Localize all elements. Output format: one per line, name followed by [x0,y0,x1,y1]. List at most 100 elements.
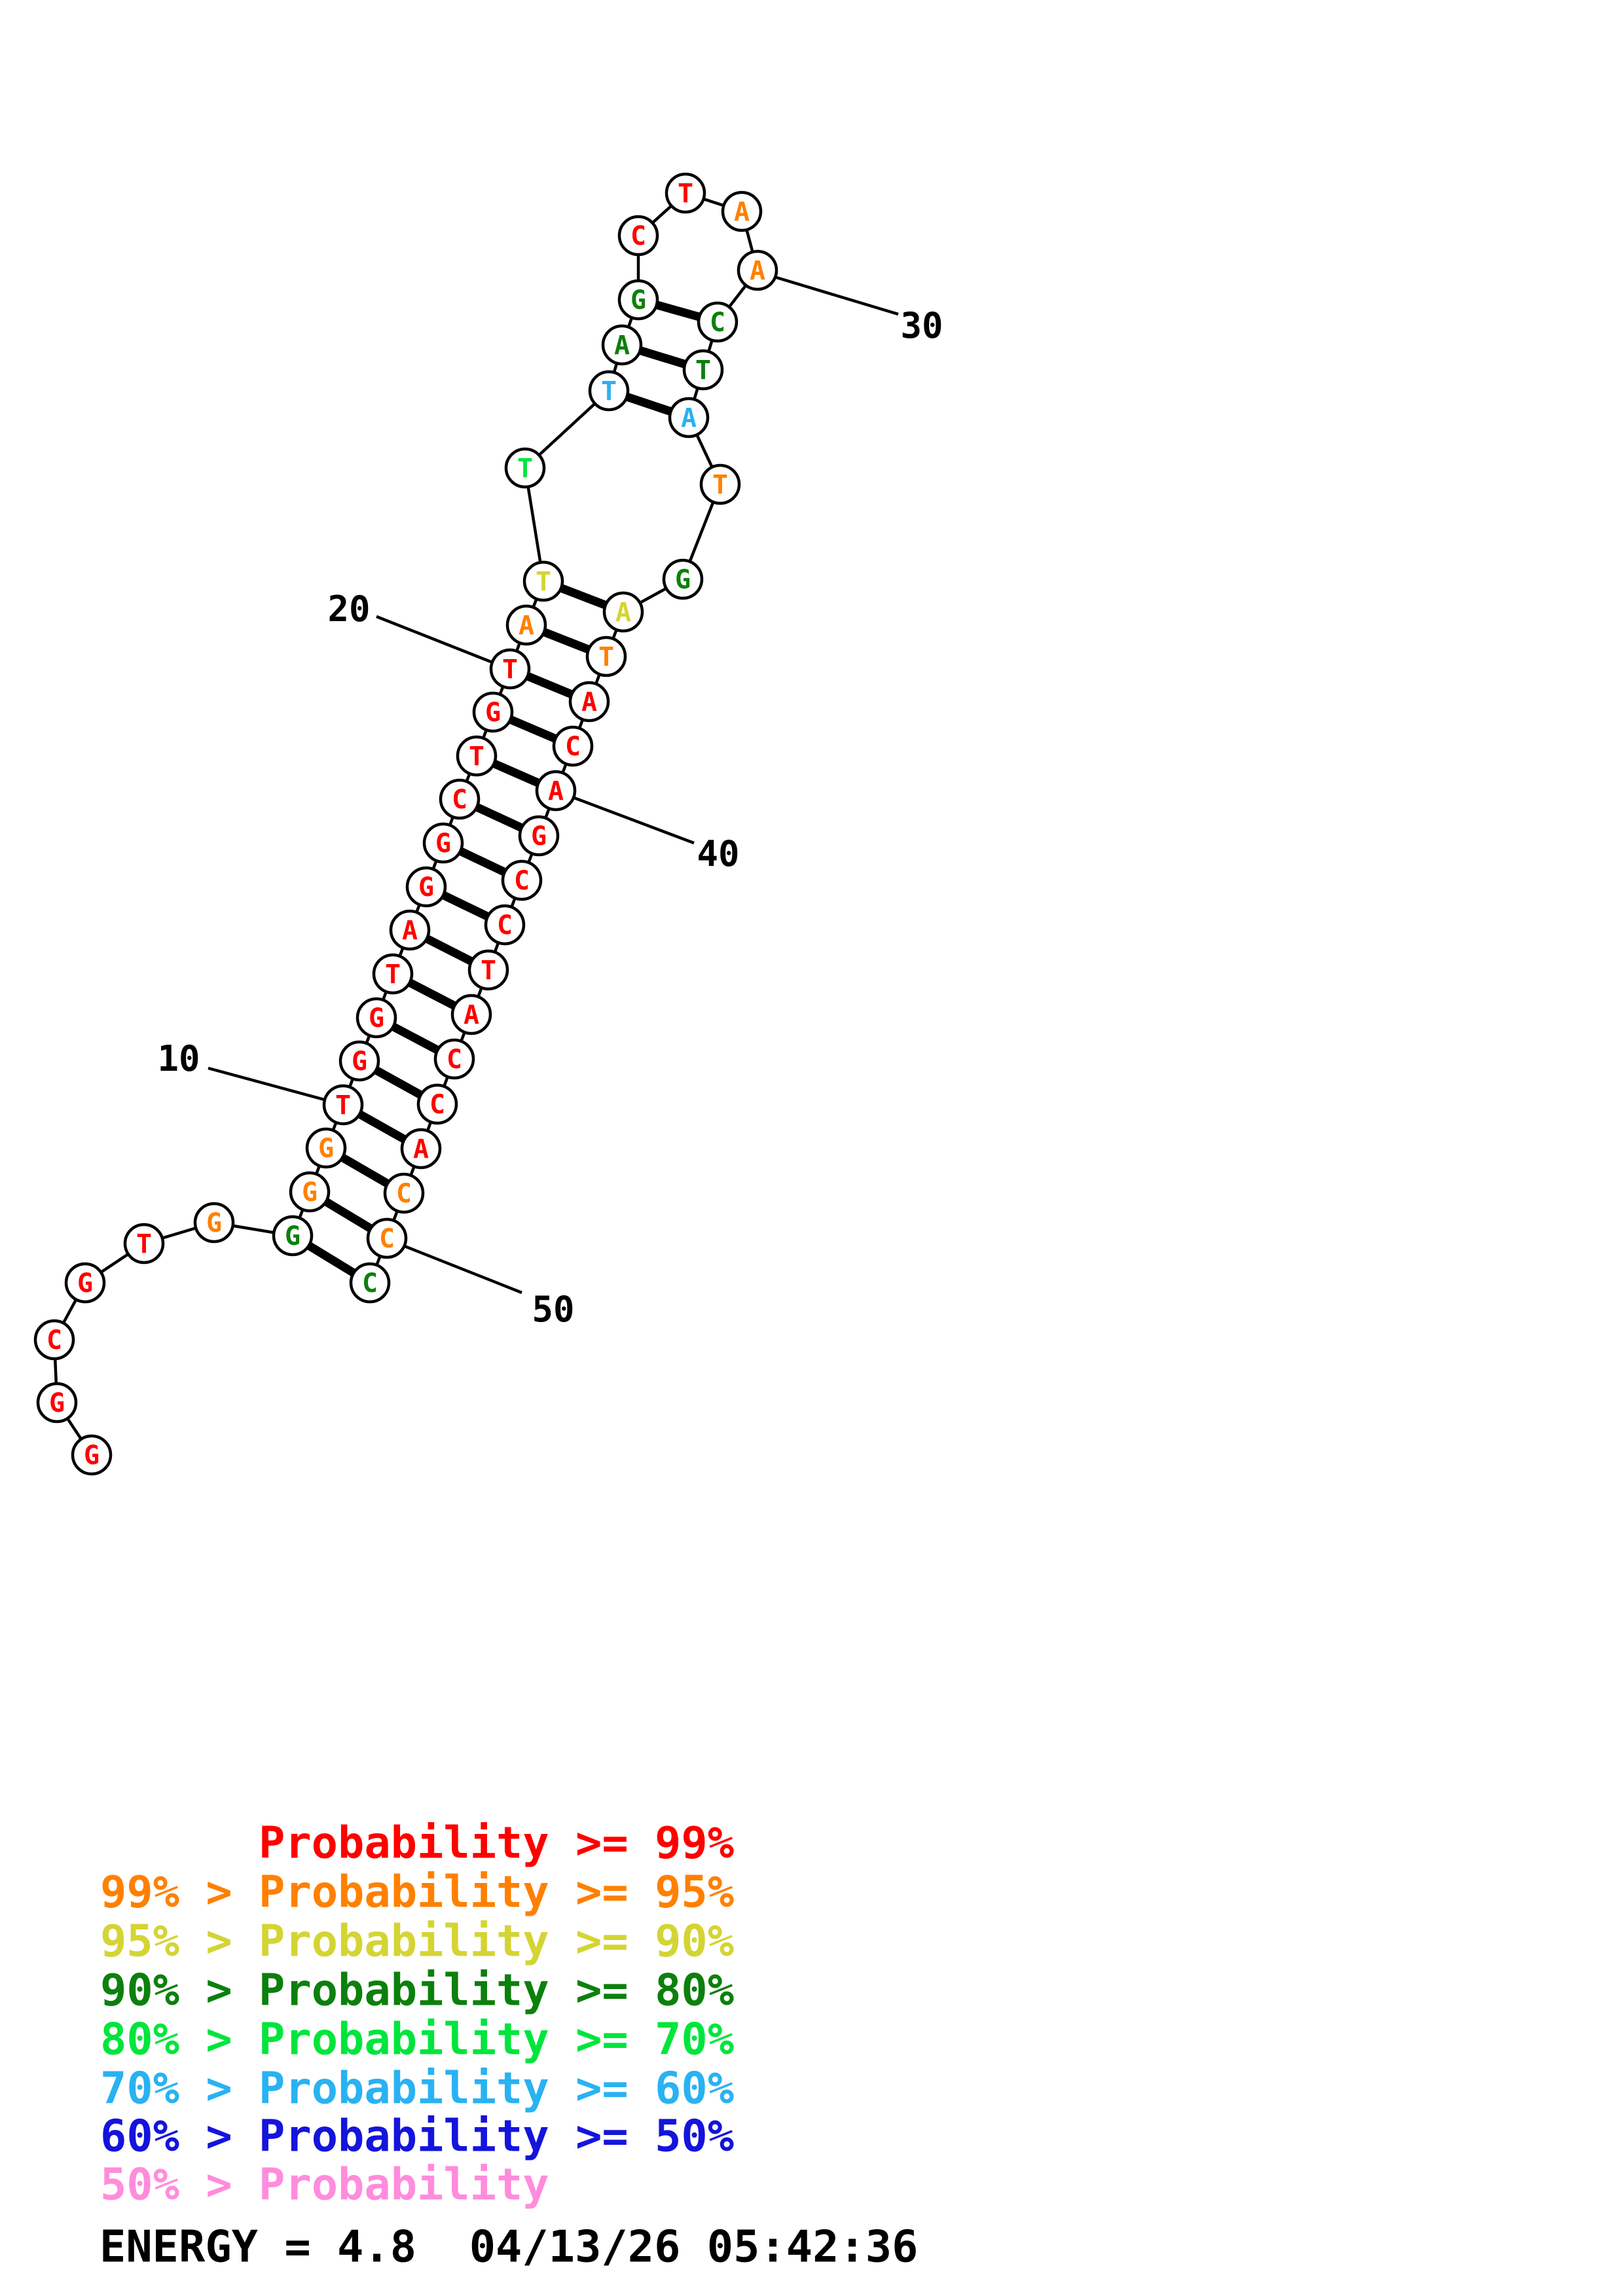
nucleotide-circle [504,447,546,489]
nucleotide-circle [456,735,498,777]
nucleotide-base: C [379,1224,395,1254]
nucleotide-circle [721,190,763,232]
nucleotide-base: A [548,776,564,806]
label-leader-line [574,796,695,845]
position-label: 50 [532,1289,574,1330]
nucleotide-circle [697,301,739,343]
nucleotide-circle [123,1223,165,1265]
legend-row: 70% > Probability >= 60% [100,2062,734,2113]
nucleotide-circle [193,1202,235,1244]
position-label: 40 [697,833,739,874]
nucleotide-circle [33,1319,75,1361]
nucleotide-circles [33,172,778,1476]
nucleotide-base: A [581,687,597,717]
nucleotide-base: G [630,285,646,315]
legend-row: 60% > Probability >= 50% [100,2110,734,2161]
label-leader-lines [208,276,899,1295]
nucleotide-base: T [335,1090,351,1121]
nucleotide-circle [668,397,710,439]
nucleotide-base: T [136,1229,152,1259]
energy-text: ENERGY = 4.8 04/13/26 05:42:36 [100,2221,918,2272]
nucleotide-circle [568,681,610,723]
nucleotide-base: G [352,1047,367,1077]
nucleotide-circle [383,1172,425,1214]
legend-row: 80% > Probability >= 70% [100,2013,734,2064]
nucleotide-base: A [413,1134,429,1164]
nucleotide-base: C [362,1268,378,1299]
nucleotide-base: G [435,829,451,859]
nucleotide-base: A [681,403,697,433]
nucleotide-circle [36,1382,78,1424]
nucleotide-base: G [77,1268,93,1299]
nucleotide-base: G [84,1441,100,1471]
nucleotide-base: T [598,642,614,672]
nucleotide-base: G [531,821,547,852]
nucleotide-base: G [49,1388,65,1418]
legend-row: Probability >= 99% [259,1817,734,1868]
nucleotide-circle [662,558,704,600]
legend-row: 99% > Probability >= 95% [100,1866,734,1917]
position-label: 30 [900,305,943,346]
nucleotide-circle [737,249,778,291]
nucleotide-circle [489,648,531,690]
nucleotide-circle [439,778,481,820]
nucleotide-base: T [385,960,401,990]
nucleotide-base: G [206,1208,222,1238]
nucleotide-circle [665,172,706,214]
nucleotide-base: A [519,611,534,641]
probability-legend: Probability >= 99%99% > Probability >= 9… [100,1817,734,2210]
nucleotide-base: T [481,956,496,986]
nucleotide-circle [405,866,447,908]
nucleotide-base: C [630,221,646,251]
nucleotide-circle [501,859,543,901]
nucleotide-base: C [452,785,467,815]
nucleotide-circle [535,770,577,812]
nucleotide-base: T [502,655,518,685]
nucleotide-circle [356,997,397,1039]
nucleotide-circle [322,1084,364,1126]
nucleotide-base: C [46,1325,62,1355]
nucleotide-circle [601,324,643,366]
nucleotide-circle [505,604,547,646]
nucleotide-base: G [302,1177,318,1208]
nucleotide-base: A [402,916,418,946]
nucleotide-circle [467,949,509,991]
nucleotide-base: A [615,598,631,628]
position-label: 10 [157,1038,200,1079]
nucleotide-circle [400,1128,442,1170]
nucleotide-base: T [695,355,711,386]
nucleotide-base: T [517,454,533,484]
nucleotide-base: T [469,742,484,772]
nucleotide-base: A [750,256,765,286]
nucleotide-circle [450,994,492,1035]
nucleotide-base: C [429,1090,445,1120]
nucleotide-circle [422,822,464,864]
legend-row: 95% > Probability >= 90% [100,1915,734,1966]
nucleotide-base: G [485,698,501,728]
nucleotide-circle [64,1262,106,1304]
backbone-lines [52,191,759,1456]
nucleotide-circle [682,349,724,391]
nucleotide-base: A [734,197,750,227]
position-label: 20 [327,588,370,630]
nucleotide-base: C [710,308,725,338]
nucleotide-circle [305,1127,347,1169]
nucleotide-circle [71,1434,113,1476]
nucleotide-base: T [678,179,693,209]
label-leader-line [776,276,899,316]
nucleotide-circle [588,370,630,412]
legend-row: 90% > Probability >= 80% [100,1964,734,2015]
nucleotide-circle [372,953,414,995]
pair-lines [290,295,719,1287]
nucleotide-circle [389,909,431,951]
nucleotide-base: C [447,1045,462,1075]
nucleotide-circle [518,815,560,857]
legend-row: 50% > Probability [100,2159,549,2210]
nucleotide-circle [433,1038,475,1080]
position-labels: 10 20 30 40 50 [157,305,943,1330]
nucleotide-base: T [601,376,617,406]
nucleotide-base: C [565,732,581,762]
